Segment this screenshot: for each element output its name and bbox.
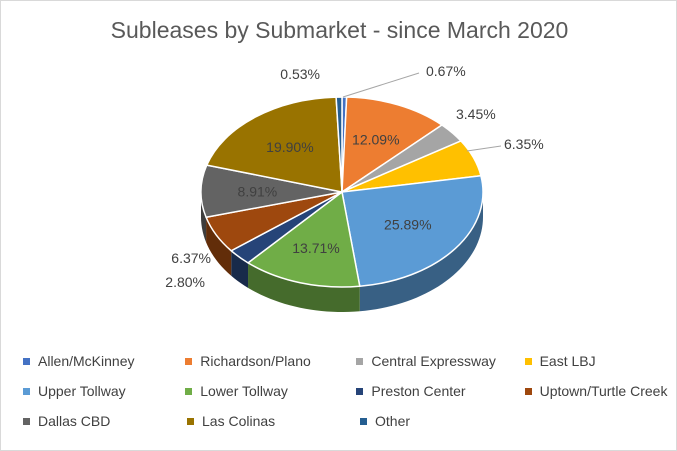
data-label-preston-center: 2.80% xyxy=(165,274,205,290)
legend-item-central-expressway: Central Expressway xyxy=(356,353,524,369)
legend-label: Upper Tollway xyxy=(38,383,126,399)
legend-item-dallas-cbd: Dallas CBD xyxy=(23,413,187,429)
legend-swatch xyxy=(23,387,30,395)
legend-swatch xyxy=(23,417,30,425)
data-label-upper-tollway: 25.89% xyxy=(384,217,431,233)
legend-swatch xyxy=(356,387,364,395)
pie-side-lower-tollway xyxy=(248,262,360,312)
data-label-richardson-plano: 12.09% xyxy=(352,132,399,148)
data-label-las-colinas: 19.90% xyxy=(266,139,313,155)
legend-item-upper-tollway: Upper Tollway xyxy=(23,383,185,399)
legend-item-uptown-turtle-creek: Uptown/Turtle Creek xyxy=(524,383,673,399)
legend-label: Lower Tollway xyxy=(200,383,288,399)
legend-swatch xyxy=(524,387,532,395)
legend-label: Las Colinas xyxy=(202,413,276,429)
legend-label: Richardson/Plano xyxy=(200,353,311,369)
legend-item-east-lbj: East LBJ xyxy=(524,353,673,369)
legend-label: East LBJ xyxy=(539,353,596,369)
pie-slice-lower-tollway xyxy=(247,191,361,288)
legend-item-richardson-plano: Richardson/Plano xyxy=(185,353,356,369)
pie-chart: 0.53% 12.09% 3.45% 6.35% 25.89% 13.71% 2.80% 6.… xyxy=(165,63,544,312)
legend-swatch xyxy=(360,417,367,425)
data-label-uptown-turtle-creek: 6.37% xyxy=(171,250,211,266)
data-label-other: 0.67% xyxy=(426,63,466,79)
legend: Allen/McKinney Richardson/Plano Central … xyxy=(23,346,673,436)
legend-swatch xyxy=(185,387,193,395)
legend-label: Allen/McKinney xyxy=(38,353,135,369)
legend-row: Dallas CBD Las Colinas Other xyxy=(23,406,673,436)
data-label-lower-tollway: 13.71% xyxy=(292,240,339,256)
legend-item-other: Other xyxy=(360,413,530,429)
leader-line xyxy=(342,72,420,98)
data-label-central-expressway: 3.45% xyxy=(456,106,496,122)
legend-swatch xyxy=(187,417,194,425)
legend-label: Preston Center xyxy=(371,383,466,399)
legend-label: Other xyxy=(375,413,411,429)
pie-slice-other xyxy=(335,96,343,193)
chart-title: Subleases by Submarket - since March 202… xyxy=(110,17,569,43)
leader-line xyxy=(466,145,502,152)
pie-slice-richardson-plano xyxy=(341,96,443,193)
legend-swatch xyxy=(356,357,364,365)
data-label-allen-mckinney: 0.53% xyxy=(280,66,320,82)
legend-item-las-colinas: Las Colinas xyxy=(187,413,360,429)
data-label-east-lbj: 6.35% xyxy=(504,136,544,152)
legend-swatch xyxy=(23,357,30,365)
data-label-dallas-cbd: 8.91% xyxy=(238,184,278,200)
pie-slice-las-colinas xyxy=(206,96,343,193)
legend-item-preston-center: Preston Center xyxy=(356,383,524,399)
legend-label: Uptown/Turtle Creek xyxy=(539,383,668,399)
legend-row: Upper Tollway Lower Tollway Preston Cent… xyxy=(23,376,673,406)
legend-item-lower-tollway: Lower Tollway xyxy=(185,383,356,399)
legend-swatch xyxy=(524,357,532,365)
pie-side-uptown-turtle-creek xyxy=(206,217,232,276)
legend-label: Central Expressway xyxy=(371,353,496,369)
legend-label: Dallas CBD xyxy=(38,413,111,429)
pie-side-dallas-cbd xyxy=(201,192,207,243)
pie-side-preston-center xyxy=(231,250,249,288)
legend-row: Allen/McKinney Richardson/Plano Central … xyxy=(23,346,673,376)
legend-item-allen-mckinney: Allen/McKinney xyxy=(23,353,185,369)
pie-slice-upper-tollway xyxy=(341,175,484,287)
legend-swatch xyxy=(185,357,193,365)
